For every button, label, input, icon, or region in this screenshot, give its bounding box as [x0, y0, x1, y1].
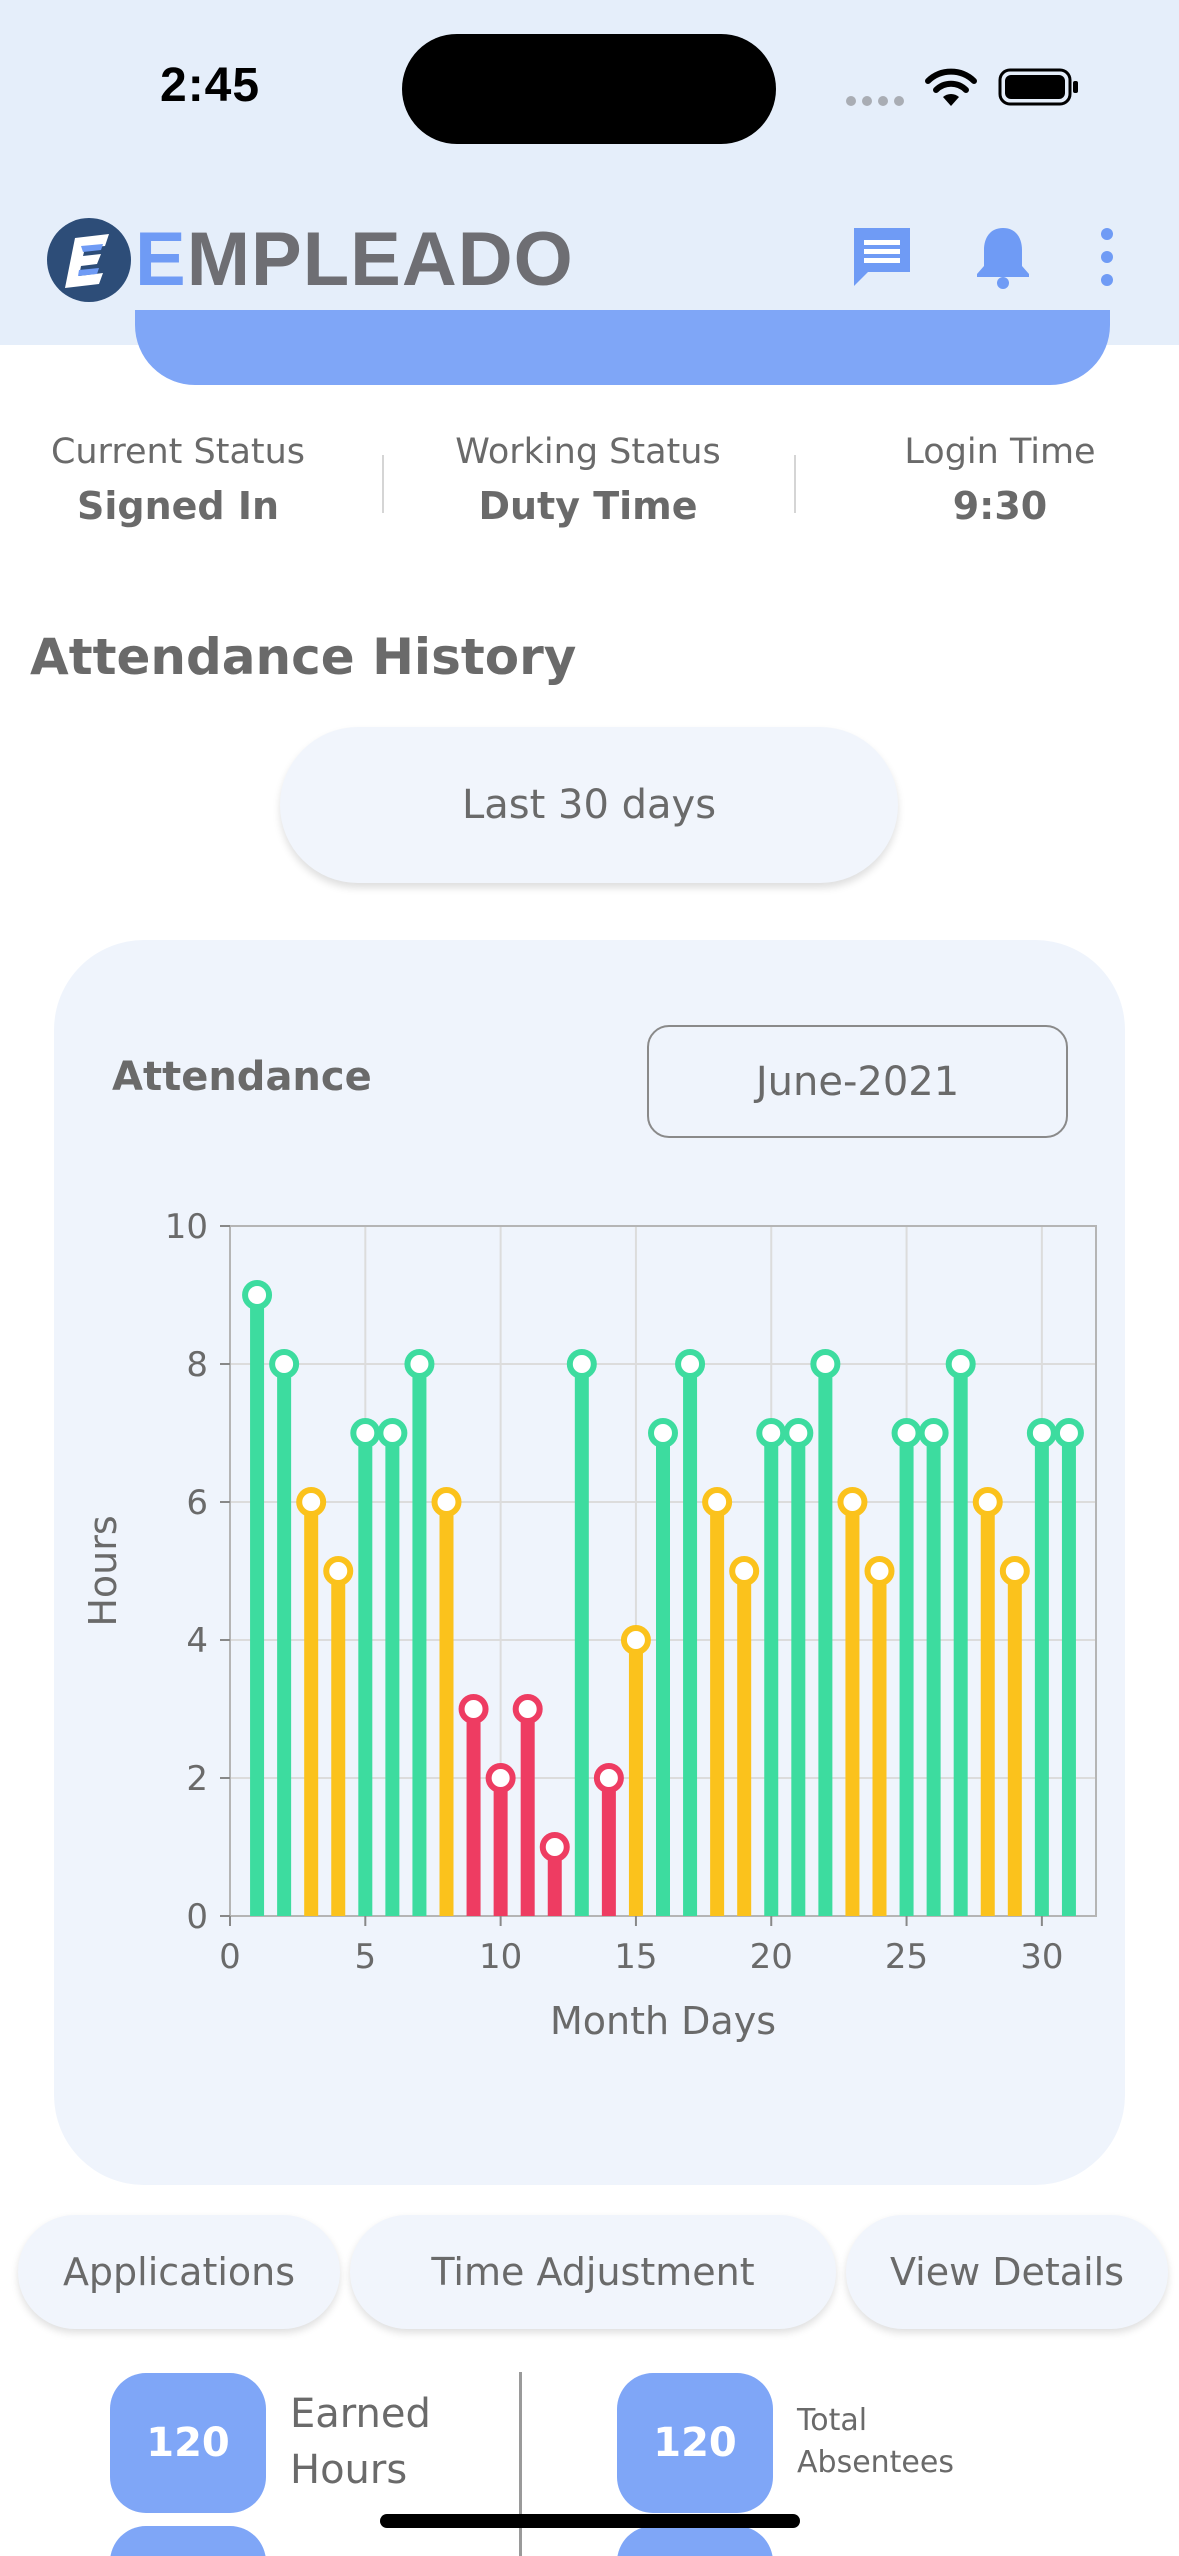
message-icon[interactable] — [850, 224, 914, 290]
earned-hours-label-line1: Earned — [290, 2391, 431, 2437]
wifi-icon — [925, 68, 977, 106]
bar-point — [485, 1763, 516, 1793]
divider — [794, 455, 796, 513]
chart-card-title: Attendance — [112, 1054, 372, 1100]
bar-point — [891, 1418, 922, 1448]
y-axis-label: Hours — [81, 1515, 125, 1626]
total-absentees-label-line2: Absentees — [797, 2445, 954, 2480]
cellular-signal-icon — [846, 96, 904, 106]
header-band — [135, 310, 1110, 385]
brand-rest: MPLEADO — [186, 217, 574, 302]
login-time-label: Login Time — [904, 432, 1096, 472]
x-tick-label: 25 — [885, 1937, 928, 1977]
y-tick-label: 6 — [186, 1483, 208, 1523]
bar-point — [404, 1349, 435, 1379]
current-status-value: Signed In — [76, 484, 280, 528]
bar-point — [675, 1349, 706, 1379]
bar-point — [972, 1487, 1003, 1517]
x-tick-label: 5 — [354, 1937, 376, 1977]
bar-point — [269, 1349, 300, 1379]
earned-hours-label-line2: Hours — [290, 2447, 408, 2493]
x-tick-label: 20 — [750, 1937, 793, 1977]
y-tick-label: 10 — [165, 1207, 208, 1247]
notification-bell-icon[interactable] — [974, 224, 1032, 290]
bar-point — [377, 1418, 408, 1448]
bar-point — [756, 1418, 787, 1448]
app-header: 2:45 EMPLEADO — [0, 0, 1179, 345]
bar-point — [593, 1763, 624, 1793]
login-time-value: 9:30 — [952, 484, 1048, 528]
bar-point — [296, 1487, 327, 1517]
working-status-label: Working Status — [455, 432, 721, 472]
x-tick-label: 0 — [219, 1937, 241, 1977]
bar-point — [864, 1556, 895, 1586]
total-absentees-label-line1: Total — [797, 2403, 868, 2438]
earned-hours-label: Earned Hours — [290, 2386, 431, 2498]
y-tick-label: 0 — [186, 1897, 208, 1937]
attendance-chart-card — [54, 940, 1125, 2185]
total-absentees-badge: 120 — [617, 2373, 773, 2513]
attendance-chart: 0 5 10 15 20 25 30 0 2 4 6 8 10 Month Days Hours — [81, 1207, 1097, 2043]
period-selector-button[interactable]: Last 30 days — [280, 727, 898, 883]
current-status-label: Current Status — [50, 432, 306, 472]
view-details-button[interactable]: View Details — [846, 2215, 1168, 2329]
bar-point — [350, 1418, 381, 1448]
bar-point — [458, 1694, 489, 1724]
bar-point — [323, 1556, 354, 1586]
earned-hours-badge: 120 — [110, 2373, 266, 2513]
stats-divider — [519, 2372, 522, 2556]
x-axis-label: Month Days — [550, 1999, 776, 2043]
bar-point — [999, 1556, 1030, 1586]
bar-point — [945, 1349, 976, 1379]
working-status-value: Duty Time — [478, 484, 698, 528]
bar-point — [1026, 1418, 1057, 1448]
bar-point — [783, 1418, 814, 1448]
bar-point — [729, 1556, 760, 1586]
login-time: Login Time 9:30 — [880, 432, 1120, 528]
home-indicator — [380, 2514, 800, 2528]
bar-point — [620, 1625, 651, 1655]
total-absentees-label: Total Absentees — [797, 2400, 954, 2484]
bar-point — [539, 1832, 570, 1862]
y-tick-label: 4 — [186, 1621, 208, 1661]
bar-point — [837, 1487, 868, 1517]
bar-point — [918, 1418, 949, 1448]
x-tick-label: 30 — [1020, 1937, 1063, 1977]
stat-badge-next — [617, 2526, 773, 2556]
battery-icon — [998, 68, 1078, 106]
x-tick-label: 10 — [479, 1937, 522, 1977]
stat-badge-next — [110, 2526, 266, 2556]
current-status: Current Status Signed In — [48, 432, 308, 528]
y-tick-label: 8 — [186, 1345, 208, 1385]
brand-name: EMPLEADO — [135, 216, 574, 304]
attendance-history-title: Attendance History — [30, 628, 577, 686]
divider — [382, 455, 384, 513]
time-adjustment-button[interactable]: Time Adjustment — [350, 2215, 836, 2329]
bar-point — [431, 1487, 462, 1517]
dynamic-island — [402, 34, 776, 144]
empleado-logo-icon — [47, 218, 131, 302]
bar-point — [1053, 1418, 1084, 1448]
x-tick-label: 15 — [614, 1937, 657, 1977]
bar-point — [702, 1487, 733, 1517]
status-time: 2:45 — [160, 59, 261, 112]
bar-point — [242, 1280, 273, 1310]
bar-point — [512, 1694, 543, 1724]
applications-button[interactable]: Applications — [18, 2215, 340, 2329]
bar-point — [648, 1418, 678, 1448]
working-status: Working Status Duty Time — [448, 432, 728, 528]
y-tick-label: 2 — [186, 1759, 208, 1799]
bar-point — [810, 1349, 841, 1379]
month-selector[interactable]: June-2021 — [647, 1025, 1068, 1138]
more-options-icon[interactable] — [1092, 224, 1122, 290]
brand-initial: E — [135, 217, 187, 302]
bar-point — [566, 1349, 597, 1379]
